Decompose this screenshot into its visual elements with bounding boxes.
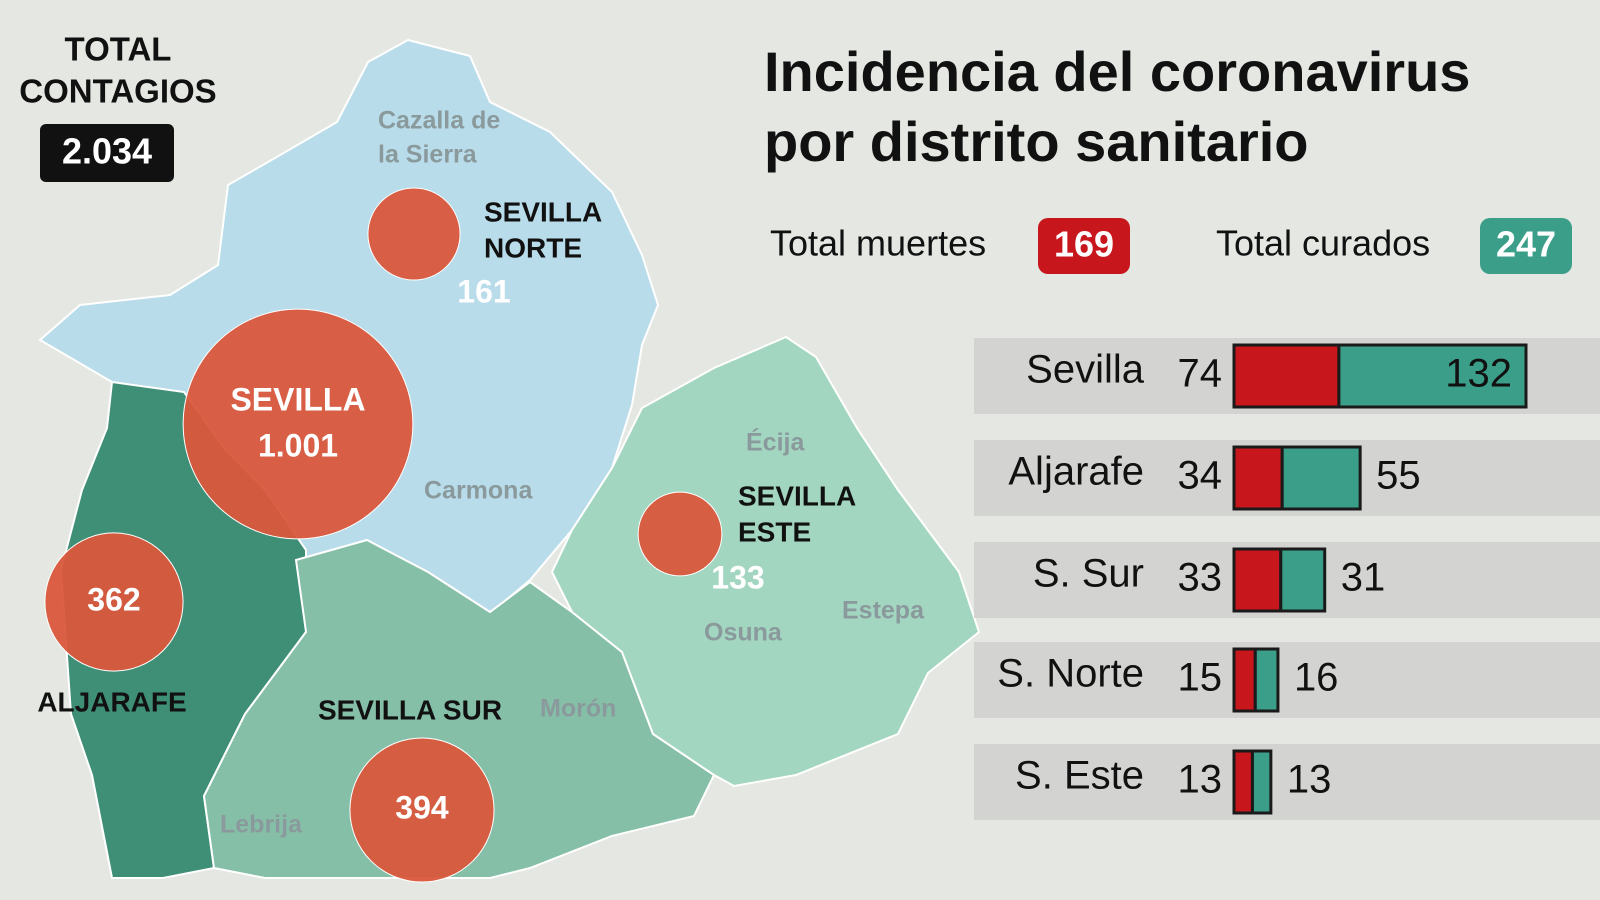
value-label: 132 [1445,352,1512,396]
bar-chart: Sevilla 74 132 Aljarafe 34 55 S. Sur 33 31 S. Nor… [974,338,1600,820]
total-value: 2.034 [62,131,152,172]
town-label: Cazalla de [378,107,500,135]
map-labels: Cazalla de la Sierra Carmona Écija Estepa Osu… [37,107,925,883]
value-label: 13 [1287,758,1332,802]
value-label: 33 [1178,556,1223,600]
value-label: 16 [1294,656,1339,700]
district-name: ALJARAFE [37,686,186,717]
total-label: CONTAGIOS [19,73,216,110]
category-label: S. Norte [997,652,1144,696]
category-label: S. Sur [1033,552,1144,596]
row-band [974,744,1600,820]
district-value: 1.001 [258,427,338,463]
title: por distrito sanitario [764,110,1309,173]
district-value: 394 [395,789,449,825]
value-label: 55 [1376,454,1421,498]
district-name: SEVILLA SUR [318,694,502,725]
town-label: Carmona [424,477,533,505]
legend-badge [1038,218,1130,274]
bar-segment [1232,343,1341,409]
value-label: 34 [1178,454,1223,498]
bar-segment [1232,647,1257,713]
district-name: SEVILLA [230,381,365,417]
legend-total: 169 [1054,224,1114,265]
district-name: SEVILLA [484,196,602,227]
town-label: Estepa [842,597,925,625]
district-bubble [44,532,184,672]
category-label: Sevilla [1026,348,1145,392]
district-name: NORTE [484,232,582,263]
district-bubble [367,187,461,281]
district-name: SEVILLA [738,480,856,511]
district-bubble [637,491,723,577]
bar-segment [1250,749,1273,815]
town-label: Écija [746,428,805,457]
legend-total: 247 [1496,224,1556,265]
town-label: Morón [540,695,616,723]
town-label: Lebrija [220,811,303,839]
bar-segment [1232,445,1284,511]
total-label: TOTAL [65,31,172,68]
bar-segment [1232,547,1283,613]
bar-segment [1337,343,1528,409]
legend-label: Total muertes [770,223,986,264]
bar-segment [1280,445,1362,511]
total-badge [40,124,174,182]
district-value: 362 [87,581,140,617]
title: Incidencia del coronavirus [764,40,1470,103]
district-name: ESTE [738,516,811,547]
district-bubble [349,737,495,883]
category-label: S. Este [1015,754,1144,798]
map: Cazalla de la Sierra Carmona Écija Estepa Osu… [37,38,981,883]
value-label: 74 [1178,352,1223,396]
bar-segment [1232,749,1254,815]
district-bubble [182,308,414,540]
district-value: 133 [711,559,764,595]
header: TOTAL CONTAGIOS 2.034 Incidencia del corona… [19,31,1572,274]
value-label: 31 [1341,556,1386,600]
row-band [974,642,1600,718]
bar-segment [1279,547,1327,613]
town-label: la Sierra [378,141,478,169]
legend-label: Total curados [1216,223,1430,264]
value-label: 13 [1178,758,1223,802]
value-label: 15 [1178,656,1223,700]
district-value: 161 [457,273,510,309]
region-este [550,335,981,788]
bar-segment [1253,647,1280,713]
legend-badge [1480,218,1572,274]
category-label: Aljarafe [1008,450,1144,494]
town-label: Osuna [704,619,783,647]
